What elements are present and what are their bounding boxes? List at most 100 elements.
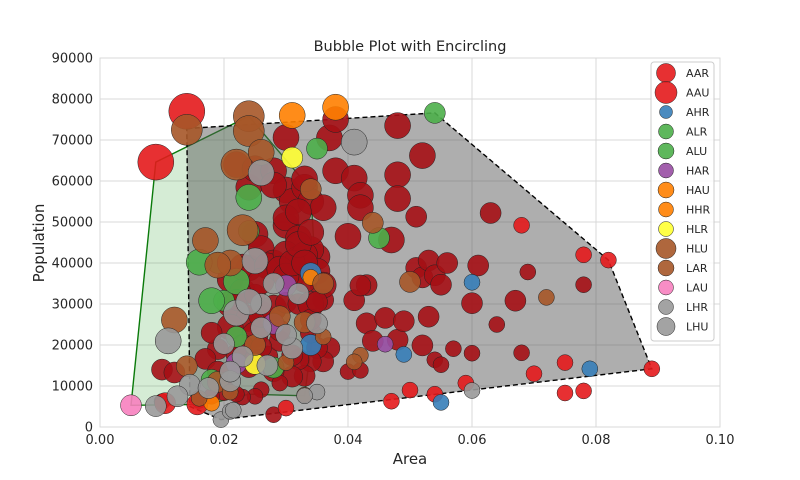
tick-labels: 0.00 0.02 0.04 0.06 0.08 0.10 0 10000 20000 30000… [52, 52, 735, 449]
legend-label-ahr: AHR [686, 106, 710, 119]
legend-marker-alu [657, 142, 675, 160]
legend-label-hlu: HLU [686, 243, 708, 256]
bubble-lhu [241, 247, 269, 275]
bubble-dark-red [411, 334, 434, 357]
legend-marker-hlr [658, 221, 674, 237]
x-tick-label: 0.04 [334, 433, 363, 448]
bubble-hau [278, 102, 306, 129]
legend-label-alu: ALU [686, 145, 707, 158]
bubble-lhr [231, 345, 254, 368]
legend-marker-hhr [658, 201, 674, 218]
bubble-dark-red [488, 316, 506, 333]
bubble-lhu [340, 128, 368, 156]
bubble-dark-red [479, 202, 502, 224]
y-tick-label: 80000 [52, 93, 93, 108]
bubble-dark-red [384, 185, 411, 212]
legend-marker-lhr [658, 299, 674, 315]
bubble-hlu [220, 148, 253, 181]
bubble-aar [643, 360, 661, 378]
y-tick-label: 30000 [52, 298, 93, 313]
bubble-dark-red [393, 310, 415, 332]
y-axis-label: Population [30, 204, 48, 283]
legend-label-aau: AAU [686, 87, 709, 100]
x-tick-label: 0.10 [706, 433, 735, 448]
bubble-har [376, 335, 394, 353]
bubble-dark-red [384, 161, 411, 189]
bubble-lhr [250, 317, 272, 339]
bubble-dark-red [417, 305, 440, 328]
bubble-lhr [306, 312, 328, 335]
bubble-dark-red [463, 344, 481, 362]
bubble-lhr [219, 360, 241, 383]
bubble-lhr [166, 385, 189, 408]
legend-marker-har [658, 162, 674, 179]
y-tick-label: 0 [85, 421, 93, 436]
bubble-aar [556, 354, 574, 371]
bubble-aar [525, 365, 543, 382]
legend-label-lhu: LHU [686, 321, 708, 334]
bubble-hlu [300, 178, 322, 200]
bubble-aar [575, 382, 592, 400]
bubble-aar [575, 246, 592, 264]
bubble-aar [556, 384, 574, 402]
legend-marker-aar [656, 63, 676, 83]
bubble-ahr [581, 360, 599, 378]
bubble-dark-red [334, 223, 362, 250]
x-tick-label: 0.02 [210, 433, 239, 448]
bubble-dark-red [445, 340, 462, 357]
bubble-alu [235, 184, 263, 211]
bubble-lhu [247, 159, 275, 187]
bubble-aar [600, 251, 617, 269]
legend-marker-ahr [659, 105, 673, 119]
bubble-aar [513, 217, 530, 234]
legend-label-hau: HAU [686, 184, 710, 197]
bubble-ahr [463, 274, 481, 291]
bubble-aar [401, 381, 419, 399]
legend-marker-lhu [656, 317, 676, 336]
bubble-lar [362, 212, 384, 234]
bubble-lhu [235, 288, 263, 316]
y-tick-label: 50000 [52, 216, 93, 231]
bubble-dark-red [467, 254, 489, 277]
bubble-dark-red [430, 273, 452, 296]
bubble-dark-red [575, 276, 592, 293]
x-tick-label: 0.08 [582, 433, 611, 448]
bubble-alu [198, 287, 225, 314]
bubble-lhr [197, 377, 220, 399]
bubble-lar [176, 355, 198, 378]
bubble-dark-red [297, 219, 325, 246]
y-tick-label: 90000 [52, 52, 93, 67]
bubble-ahr [395, 346, 413, 363]
bubble-lhr [463, 382, 481, 399]
bubble-dark-red [306, 291, 328, 313]
bubble-dark-red [349, 274, 372, 297]
bubble-hlu [226, 214, 259, 246]
chart-title: Bubble Plot with Encircling [314, 39, 507, 55]
bubble-aar [383, 392, 400, 410]
legend-marker-lau [658, 279, 674, 296]
legend-label-lar: LAR [686, 262, 708, 275]
bubble-lar [345, 353, 363, 371]
bubbles [120, 93, 661, 428]
bubble-hlr [281, 146, 303, 169]
y-tick-label: 40000 [52, 257, 93, 272]
bubble-dark-red [405, 205, 427, 228]
legend-label-alr: ALR [686, 126, 708, 139]
bubble-lhr [275, 324, 297, 346]
bubble-dark-red [436, 252, 458, 274]
bubble-dark-red [285, 198, 312, 226]
bubble-hlu [204, 251, 232, 279]
x-tick-label: 0.06 [458, 433, 487, 448]
bubble-lhr [145, 395, 167, 417]
legend-label-lau: LAU [686, 282, 708, 295]
legend-marker-alr [658, 123, 674, 140]
bubble-alu [424, 102, 446, 124]
legend: AAR AAU AHR ALR ALU HAR HAU HHR HLR HLU LAR LAU LHR L… [650, 61, 715, 342]
bubble-dark-red [272, 124, 300, 151]
bubble-dark-red [374, 307, 396, 329]
bubble-lar [538, 289, 555, 306]
bubble-lhr [287, 283, 310, 305]
bubble-dark-red [409, 142, 436, 169]
legend-label-har: HAR [686, 165, 710, 178]
